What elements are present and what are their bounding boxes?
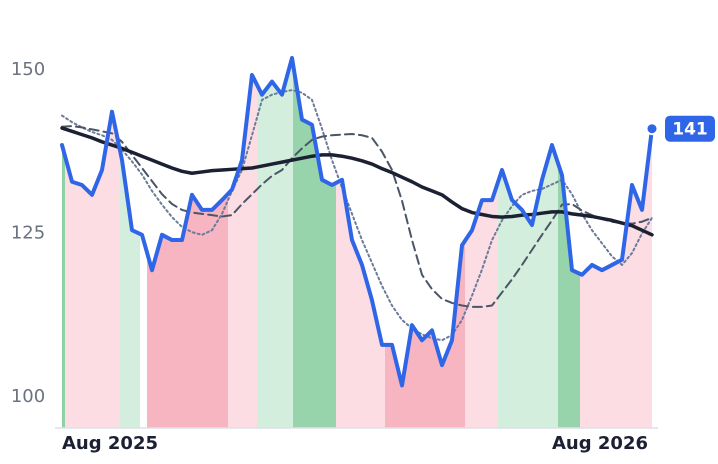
band: [257, 57, 293, 428]
y-tick-label: 100: [11, 386, 45, 407]
band-layer: [62, 57, 652, 428]
y-tick-label: 150: [11, 59, 45, 80]
x-tick-label: Aug 2025: [62, 433, 158, 454]
line-layer: [60, 55, 654, 388]
band: [62, 57, 65, 428]
y-tick-label: 125: [11, 222, 45, 243]
band: [580, 57, 652, 428]
value-badge: [665, 115, 715, 142]
value-label: 141: [672, 120, 708, 140]
x-tick-label: Aug 2026: [552, 433, 648, 454]
band: [336, 57, 385, 428]
series-line: [60, 126, 654, 237]
band: [65, 57, 120, 428]
series-line: [61, 125, 653, 308]
last-point: [645, 122, 659, 136]
band: [465, 57, 498, 428]
series-line: [60, 55, 654, 388]
series-line: [61, 89, 653, 342]
band: [293, 57, 336, 428]
